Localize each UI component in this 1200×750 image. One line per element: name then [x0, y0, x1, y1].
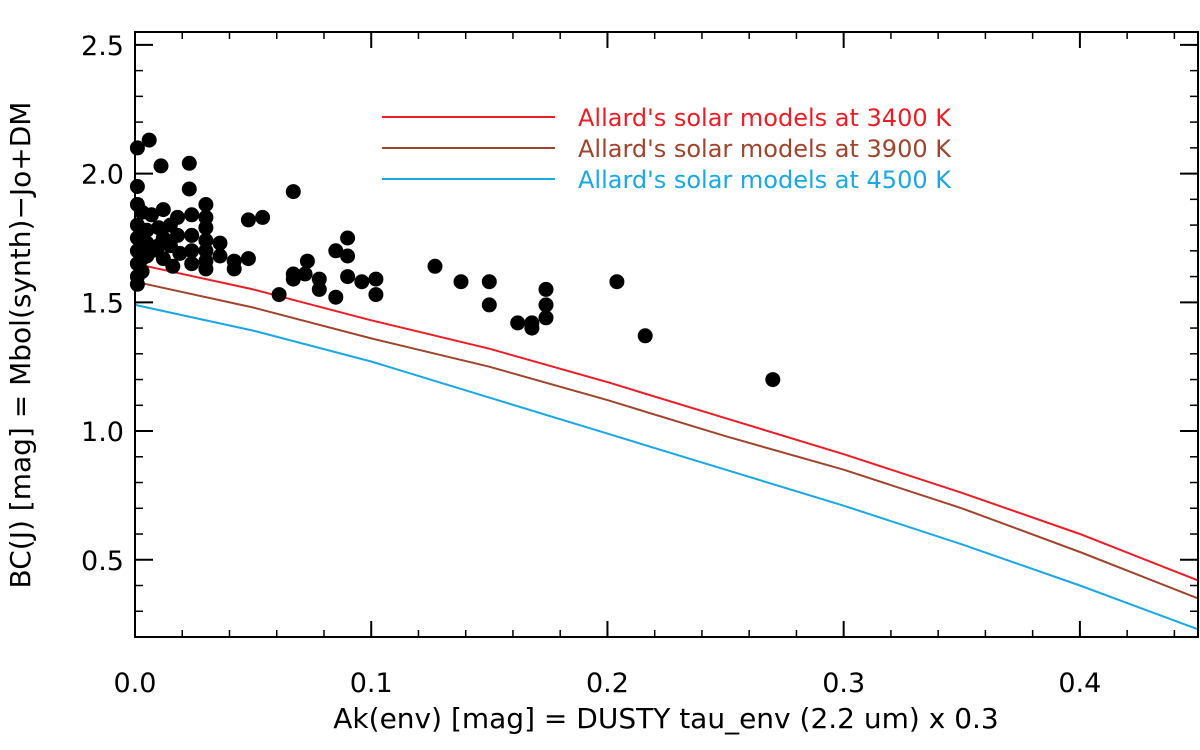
data-point	[198, 261, 214, 277]
data-point	[184, 243, 200, 259]
y-axis-label: BC(J) [mag] = Mbol(synth)−Jo+DM	[4, 102, 37, 589]
x-tick-label: 0.3	[822, 668, 865, 699]
model-curve-3	[134, 303, 1199, 631]
data-point	[172, 245, 188, 261]
data-point	[354, 274, 370, 290]
data-point	[184, 256, 200, 272]
data-point	[170, 227, 185, 243]
data-point	[297, 266, 313, 282]
data-point	[328, 243, 344, 259]
data-point	[198, 220, 214, 236]
x-tick-label: 0.4	[1058, 668, 1101, 699]
data-point	[368, 287, 384, 303]
y-tick-label: 2.5	[81, 31, 124, 62]
data-point	[198, 197, 214, 212]
data-point	[198, 209, 214, 225]
legend-label-3: Allard's solar models at 4500 K	[578, 166, 952, 194]
plot-frame	[134, 31, 1199, 638]
data-point	[198, 243, 214, 259]
data-point	[226, 261, 242, 277]
data-point	[184, 227, 200, 243]
data-point	[212, 235, 228, 251]
data-point	[510, 315, 526, 331]
data-point	[538, 310, 554, 326]
x-tick-label: 0.0	[114, 668, 157, 699]
data-point	[255, 209, 271, 225]
data-point	[299, 253, 315, 269]
data-point	[311, 271, 327, 287]
data-point	[481, 274, 497, 290]
y-tick-label: 1.0	[81, 417, 124, 448]
data-point	[129, 179, 145, 194]
data-point	[285, 271, 301, 287]
data-point	[181, 155, 197, 171]
data-point	[165, 258, 181, 274]
y-tick-label: 1.5	[81, 288, 124, 319]
data-point	[271, 287, 287, 303]
y-tick-label: 0.5	[81, 546, 124, 577]
data-point	[129, 276, 145, 292]
data-point	[153, 158, 169, 174]
data-point	[212, 248, 228, 264]
data-point	[427, 258, 443, 274]
data-point	[181, 181, 197, 197]
data-point	[155, 202, 171, 218]
x-tick-label: 0.2	[586, 668, 629, 699]
legend-label-1: Allard's solar models at 3400 K	[578, 104, 952, 132]
data-point	[141, 132, 157, 148]
data-point	[637, 328, 653, 344]
data-point	[285, 184, 301, 200]
data-point	[524, 315, 540, 331]
data-point	[609, 274, 625, 290]
model-curve-1	[134, 262, 1199, 582]
data-point	[144, 207, 159, 223]
data-point	[170, 209, 185, 225]
data-point	[765, 372, 781, 388]
data-point	[453, 274, 469, 290]
data-point	[340, 269, 356, 285]
data-point	[368, 271, 384, 287]
y-tick-label: 2.0	[81, 160, 124, 191]
data-point	[311, 281, 327, 297]
data-point	[538, 281, 554, 297]
data-point	[240, 251, 256, 267]
data-point	[139, 222, 155, 238]
data-point	[328, 289, 344, 305]
legend-label-2: Allard's solar models at 3900 K	[578, 135, 952, 163]
data-point	[184, 207, 200, 223]
data-point	[538, 297, 554, 313]
data-point	[134, 263, 150, 279]
model-curve-2	[134, 280, 1199, 600]
data-point	[198, 233, 214, 248]
x-tick-label: 0.1	[350, 668, 393, 699]
x-axis-label: Ak(env) [mag] = DUSTY tau_env (2.2 um) x…	[333, 702, 998, 735]
data-point	[240, 212, 256, 228]
data-point	[340, 230, 356, 246]
data-point	[340, 248, 356, 264]
data-point	[481, 297, 497, 313]
